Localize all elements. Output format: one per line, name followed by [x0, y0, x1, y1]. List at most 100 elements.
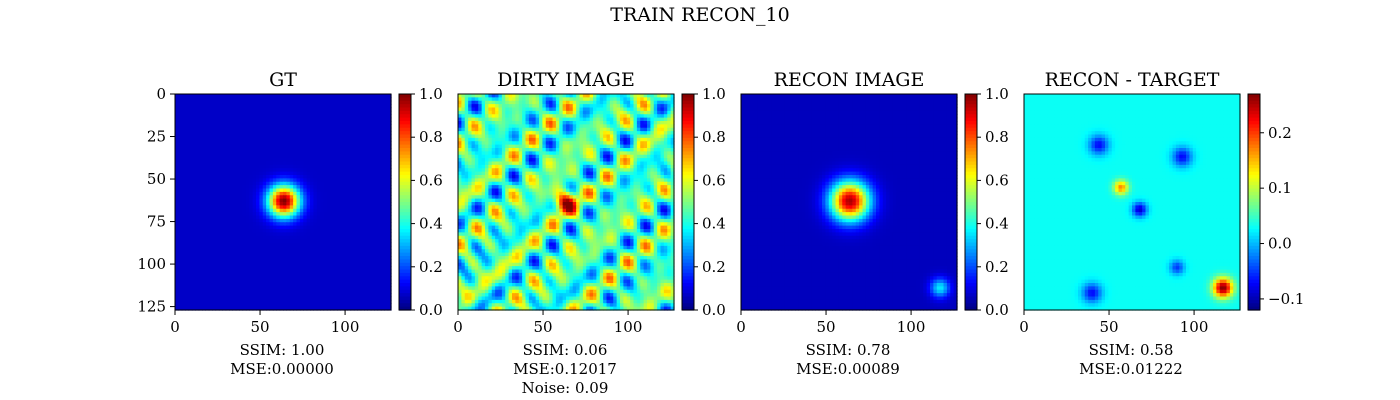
heatmap-cell	[215, 262, 220, 267]
heatmap-cell	[185, 134, 190, 139]
heatmap-cell	[239, 114, 244, 119]
heatmap-cell	[266, 94, 271, 98]
heatmap-cell	[357, 205, 362, 210]
heatmap-cell	[299, 249, 304, 254]
heatmap-cell	[259, 245, 264, 250]
heatmap-cell	[181, 262, 186, 267]
heatmap-cell	[293, 303, 298, 308]
heatmap-cell	[191, 131, 196, 136]
heatmap-cell	[350, 256, 355, 260]
heatmap-cell	[640, 97, 645, 102]
heatmap-cell	[249, 117, 254, 122]
heatmap-cell	[370, 276, 375, 281]
heatmap-cell	[252, 296, 257, 301]
heatmap-cell	[256, 252, 260, 257]
heatmap-cell	[569, 94, 574, 98]
heatmap-cell	[316, 181, 321, 186]
heatmap-cell	[191, 121, 196, 125]
heatmap-cell	[303, 252, 308, 257]
heatmap-cell	[218, 97, 223, 102]
heatmap-cell	[498, 134, 503, 139]
heatmap-cell	[242, 252, 247, 257]
heatmap-cell	[272, 168, 277, 173]
heatmap-cell	[175, 299, 179, 304]
heatmap-cell	[272, 225, 277, 230]
heatmap-cell	[289, 289, 294, 294]
heatmap-cell	[505, 131, 510, 136]
heatmap-cell	[175, 127, 179, 132]
heatmap-cell	[350, 303, 355, 308]
heatmap-cell	[350, 164, 355, 169]
heatmap-cell	[330, 191, 335, 196]
heatmap-cell	[191, 181, 196, 186]
heatmap-cell	[387, 175, 392, 179]
heatmap-cell	[178, 141, 183, 146]
heatmap-cell	[633, 114, 638, 119]
heatmap-cell	[296, 306, 301, 311]
heatmap-cell	[340, 249, 345, 254]
heatmap-cell	[337, 269, 341, 274]
heatmap-cell	[205, 279, 210, 284]
heatmap-cell	[663, 117, 668, 122]
heatmap-cell	[195, 144, 200, 149]
heatmap-cell	[508, 97, 513, 102]
heatmap-cell	[202, 137, 206, 142]
heatmap-cell	[249, 286, 254, 291]
heatmap-cell	[485, 97, 489, 102]
heatmap-cell	[208, 110, 213, 115]
heatmap-cell	[360, 215, 365, 220]
heatmap-cell	[191, 104, 196, 109]
heatmap-cell	[310, 252, 314, 257]
heatmap-cell	[323, 164, 328, 169]
heatmap-cell	[218, 117, 223, 122]
heatmap-cell	[296, 293, 301, 298]
heatmap-cell	[384, 198, 389, 203]
heatmap-cell	[242, 245, 247, 250]
heatmap-cell	[522, 114, 527, 119]
heatmap-cell	[242, 293, 247, 298]
heatmap-cell	[347, 229, 352, 233]
heatmap-cell	[289, 269, 294, 274]
heatmap-cell	[279, 239, 284, 244]
heatmap-cell	[458, 114, 462, 119]
heatmap-cell	[303, 269, 308, 274]
heatmap-cell	[276, 175, 281, 179]
heatmap-cell	[205, 205, 210, 210]
heatmap-cell	[370, 151, 375, 156]
heatmap-cell	[333, 161, 338, 166]
heatmap-cell	[620, 110, 624, 115]
heatmap-cell	[306, 124, 311, 129]
heatmap-cell	[522, 131, 527, 136]
heatmap-cell	[232, 215, 237, 220]
heatmap-cell	[350, 242, 355, 247]
heatmap-cell	[461, 134, 466, 139]
heatmap-cell	[202, 195, 206, 200]
heatmap-cell	[175, 164, 179, 169]
heatmap-cell	[205, 198, 210, 203]
heatmap-cell	[636, 97, 641, 102]
heatmap-cell	[262, 222, 267, 227]
heatmap-cell	[333, 283, 338, 287]
heatmap-cell	[232, 272, 237, 277]
heatmap-cell	[293, 245, 298, 250]
heatmap-cell	[272, 272, 277, 277]
heatmap-cell	[353, 252, 358, 257]
heatmap-cell	[262, 256, 267, 260]
heatmap-cell	[667, 94, 672, 98]
heatmap-cell	[589, 127, 594, 132]
heatmap-cell	[512, 100, 516, 105]
heatmap-cell	[384, 117, 389, 122]
heatmap-cell	[353, 229, 358, 233]
heatmap-cell	[586, 100, 591, 105]
heatmap-cell	[343, 208, 348, 213]
heatmap-cell	[299, 195, 304, 200]
heatmap-cell	[343, 171, 348, 176]
heatmap-cell	[272, 104, 277, 109]
heatmap-cell	[323, 127, 328, 132]
heatmap-cell	[337, 141, 341, 146]
heatmap-cell	[202, 293, 206, 298]
heatmap-cell	[245, 266, 250, 271]
heatmap-cell	[279, 198, 284, 203]
heatmap-cell	[299, 188, 304, 193]
heatmap-cell	[380, 107, 385, 112]
